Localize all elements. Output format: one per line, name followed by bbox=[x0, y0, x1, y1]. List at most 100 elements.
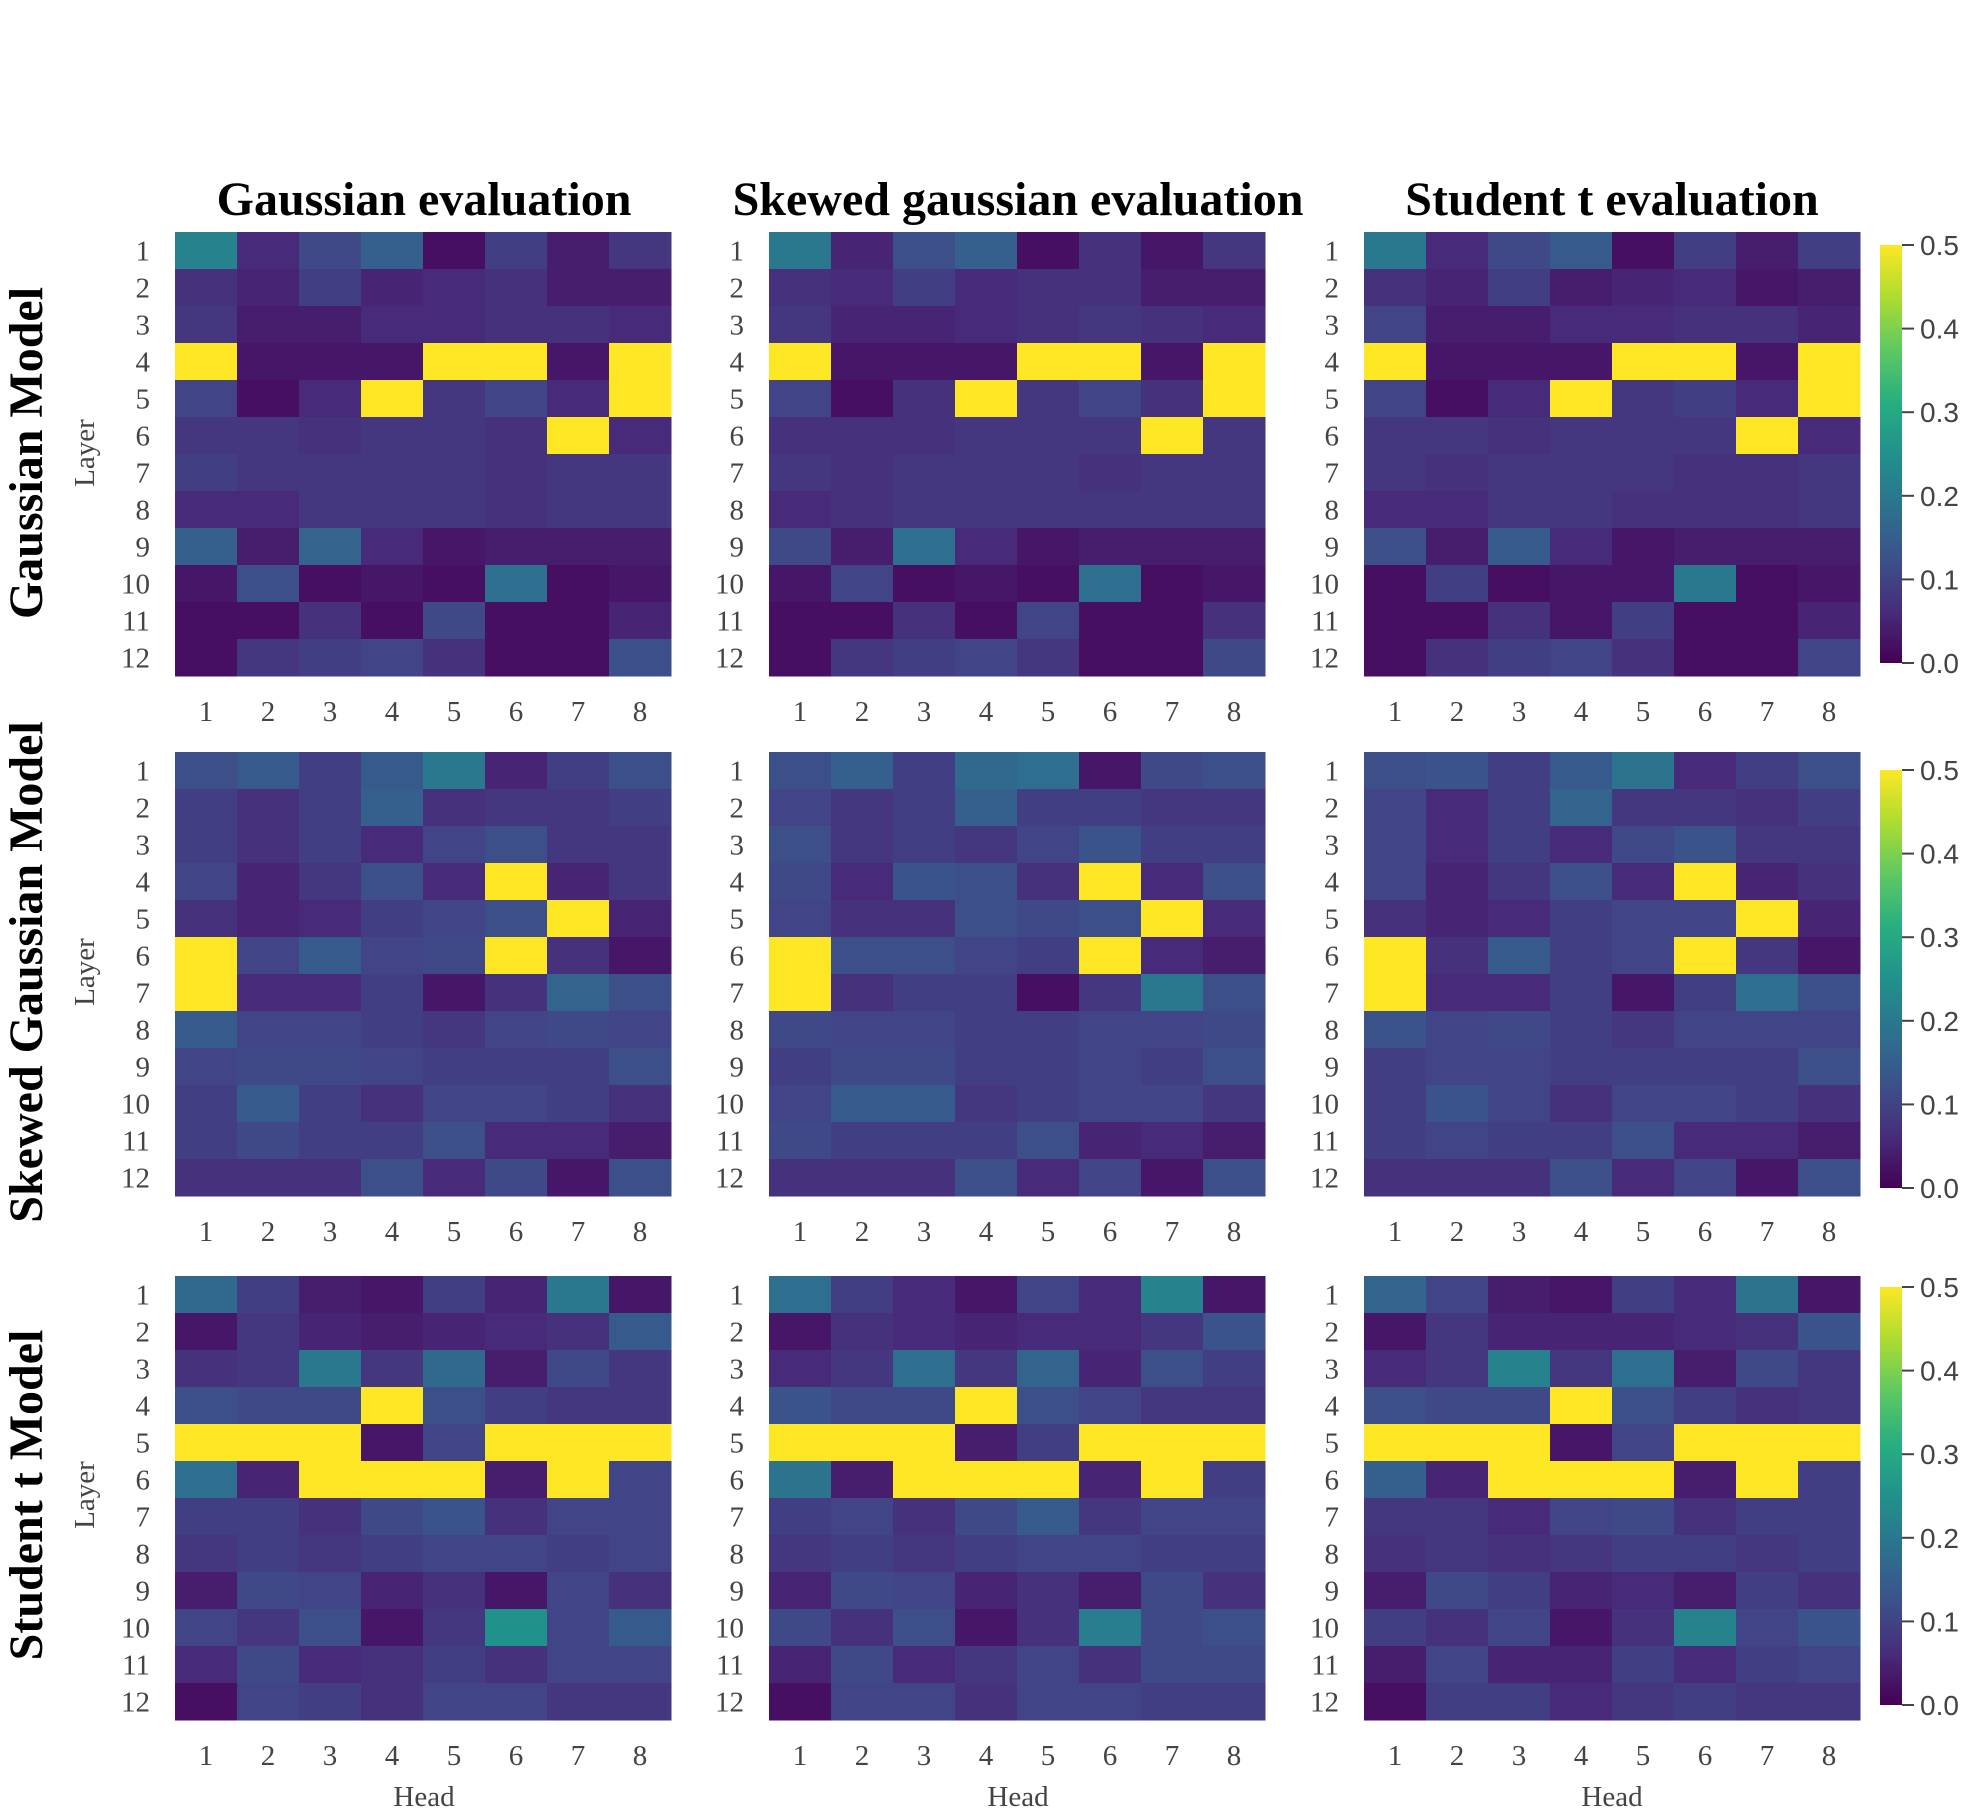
heatmap-cell bbox=[423, 863, 486, 901]
heatmap-cell bbox=[769, 1313, 832, 1351]
y-tick-label: 2 bbox=[136, 1317, 151, 1349]
heatmap-cell bbox=[955, 1498, 1018, 1536]
heatmap-cell bbox=[609, 343, 672, 381]
y-tick-label: 1 bbox=[1325, 1280, 1340, 1312]
heatmap-cell bbox=[1364, 565, 1427, 603]
heatmap-cell bbox=[893, 1276, 956, 1314]
heatmap-cell bbox=[769, 826, 832, 864]
heatmap-cell bbox=[361, 1424, 424, 1462]
y-tick-label: 7 bbox=[136, 1502, 151, 1534]
heatmap-cell bbox=[1736, 639, 1799, 677]
heatmap-cell bbox=[1798, 306, 1861, 344]
heatmap-cell bbox=[1203, 1350, 1266, 1388]
y-tick-label: 2 bbox=[730, 793, 745, 825]
heatmap-cell bbox=[893, 900, 956, 938]
heatmap-cell bbox=[1426, 1387, 1489, 1425]
heatmap-cell bbox=[175, 1461, 238, 1499]
heatmap-cell bbox=[423, 1535, 486, 1573]
heatmap-cell bbox=[769, 565, 832, 603]
heatmap-cell bbox=[1079, 1424, 1142, 1462]
heatmap-cell bbox=[361, 602, 424, 640]
heatmap-cell bbox=[1674, 454, 1737, 492]
heatmap-cell bbox=[1674, 826, 1737, 864]
y-tick-label: 2 bbox=[1325, 1317, 1340, 1349]
heatmap-cell bbox=[1550, 1572, 1613, 1610]
heatmap-cell bbox=[1488, 1609, 1551, 1647]
heatmap-cell bbox=[955, 491, 1018, 529]
heatmap-cell bbox=[547, 1498, 610, 1536]
heatmap-cell bbox=[1364, 1461, 1427, 1499]
heatmap-cell bbox=[1017, 752, 1080, 790]
heatmap-cell bbox=[1079, 826, 1142, 864]
heatmap-cell bbox=[1079, 789, 1142, 827]
heatmap-cell bbox=[769, 1011, 832, 1049]
heatmap-cell bbox=[1017, 863, 1080, 901]
colorbar-tick-label: 0.0 bbox=[1920, 1173, 1959, 1204]
heatmap-cell bbox=[1364, 1572, 1427, 1610]
heatmap-cell bbox=[1550, 269, 1613, 307]
heatmap-cell bbox=[1488, 343, 1551, 381]
x-tick-label: 7 bbox=[1760, 1740, 1775, 1772]
heatmap-cell bbox=[893, 752, 956, 790]
y-tick-label: 10 bbox=[121, 569, 150, 601]
heatmap-cell bbox=[893, 528, 956, 566]
heatmap-cell bbox=[769, 417, 832, 455]
heatmap-cell bbox=[955, 306, 1018, 344]
heatmap-cell bbox=[893, 789, 956, 827]
heatmap-cell bbox=[1736, 1048, 1799, 1086]
heatmap-cell bbox=[769, 937, 832, 975]
heatmap-cell bbox=[547, 937, 610, 975]
heatmap-cell bbox=[361, 269, 424, 307]
heatmap-cell bbox=[1674, 1498, 1737, 1536]
x-tick-label: 4 bbox=[979, 1216, 994, 1248]
heatmap-cell bbox=[423, 232, 486, 270]
heatmap-cell bbox=[893, 343, 956, 381]
heatmap-cell bbox=[1141, 232, 1204, 270]
heatmap-cell bbox=[237, 1424, 300, 1462]
heatmap-cell bbox=[893, 1424, 956, 1462]
heatmap-cell bbox=[831, 1387, 894, 1425]
heatmap-cell bbox=[299, 454, 362, 492]
heatmap-cell bbox=[609, 1683, 672, 1721]
heatmap-cell bbox=[1364, 232, 1427, 270]
heatmap-cell bbox=[893, 1011, 956, 1049]
heatmap-cell bbox=[1550, 491, 1613, 529]
heatmap-cell bbox=[1612, 528, 1675, 566]
colorbar-tick-label: 0.5 bbox=[1920, 1272, 1959, 1303]
y-tick-label: 10 bbox=[121, 1613, 150, 1645]
heatmap-cell bbox=[1426, 602, 1489, 640]
heatmap-cell bbox=[547, 789, 610, 827]
y-tick-label: 3 bbox=[1325, 310, 1340, 342]
heatmap-cell bbox=[175, 1350, 238, 1388]
heatmap-cell bbox=[1612, 1122, 1675, 1160]
heatmap-cell bbox=[1798, 826, 1861, 864]
heatmap-cell bbox=[1017, 1159, 1080, 1197]
heatmap-cell bbox=[237, 1085, 300, 1123]
heatmap-cell bbox=[955, 1609, 1018, 1647]
heatmap-cell bbox=[955, 1350, 1018, 1388]
heatmap-cell bbox=[175, 900, 238, 938]
heatmap-cell bbox=[1612, 1048, 1675, 1086]
heatmap-cell bbox=[299, 826, 362, 864]
heatmap-cell bbox=[361, 1683, 424, 1721]
heatmap-cell bbox=[955, 1424, 1018, 1462]
heatmap-cell bbox=[1798, 752, 1861, 790]
heatmap-cell bbox=[1736, 1461, 1799, 1499]
heatmap-cell bbox=[955, 528, 1018, 566]
heatmap-cell bbox=[423, 1424, 486, 1462]
heatmap-cell bbox=[831, 528, 894, 566]
heatmap-cell bbox=[831, 1572, 894, 1610]
heatmap-cell bbox=[547, 1011, 610, 1049]
heatmap-cell bbox=[237, 232, 300, 270]
heatmap-cell bbox=[1488, 900, 1551, 938]
heatmap-cell bbox=[1674, 1683, 1737, 1721]
heatmap-cell bbox=[1141, 1498, 1204, 1536]
heatmap-cell bbox=[1550, 1085, 1613, 1123]
heatmap-cell bbox=[1612, 1424, 1675, 1462]
heatmap-cell bbox=[831, 1350, 894, 1388]
heatmap-cell bbox=[299, 863, 362, 901]
heatmap-cell bbox=[1612, 1350, 1675, 1388]
heatmap-cell bbox=[1612, 380, 1675, 418]
heatmap-cell bbox=[1612, 343, 1675, 381]
